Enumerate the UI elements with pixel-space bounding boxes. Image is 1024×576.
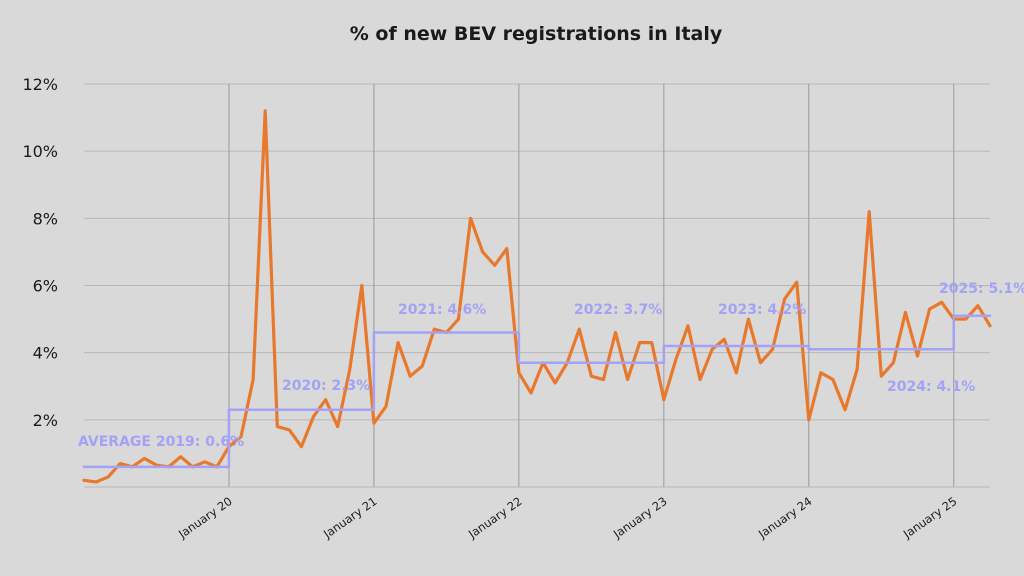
annotations: AVERAGE 2019: 0.6% 2020: 2.3% 2021: 4.6% 20… <box>78 281 1024 450</box>
y-tick-label: 2% <box>33 411 58 430</box>
average-annotation: 2021: 4.6% <box>398 302 486 318</box>
y-axis-ticks: 2% 4% 6% 8% 10% 12% <box>22 75 58 430</box>
x-tick-label: January 23 <box>610 494 670 542</box>
average-annotation: 2024: 4.1% <box>887 379 975 395</box>
yearly-average-step-line <box>82 314 992 469</box>
average-annotation: AVERAGE 2019: 0.6% <box>78 434 244 450</box>
monthly-share-line <box>82 109 992 484</box>
series-lines <box>82 109 992 484</box>
y-tick-label: 4% <box>33 344 58 363</box>
y-tick-label: 10% <box>22 142 58 161</box>
x-tick-label: January 24 <box>755 494 815 542</box>
x-tick-label: January 21 <box>320 494 380 542</box>
y-tick-label: 6% <box>33 277 58 296</box>
y-tick-label: 12% <box>22 75 58 94</box>
x-tick-label: January 22 <box>465 494 525 542</box>
average-annotation: 2023: 4.2% <box>718 302 806 318</box>
x-tick-label: January 20 <box>175 494 235 542</box>
average-annotation: 2020: 2.3% <box>282 378 370 394</box>
average-annotation: 2022: 3.7% <box>574 302 662 318</box>
y-tick-label: 8% <box>33 209 58 228</box>
x-tick-label: January 25 <box>900 494 960 542</box>
x-axis-ticks: January 20 January 21 January 22 January 23… <box>175 494 959 542</box>
average-annotation: 2025: 5.1% <box>939 281 1024 297</box>
grid <box>84 83 990 488</box>
chart-title: % of new BEV registrations in Italy <box>350 23 723 45</box>
